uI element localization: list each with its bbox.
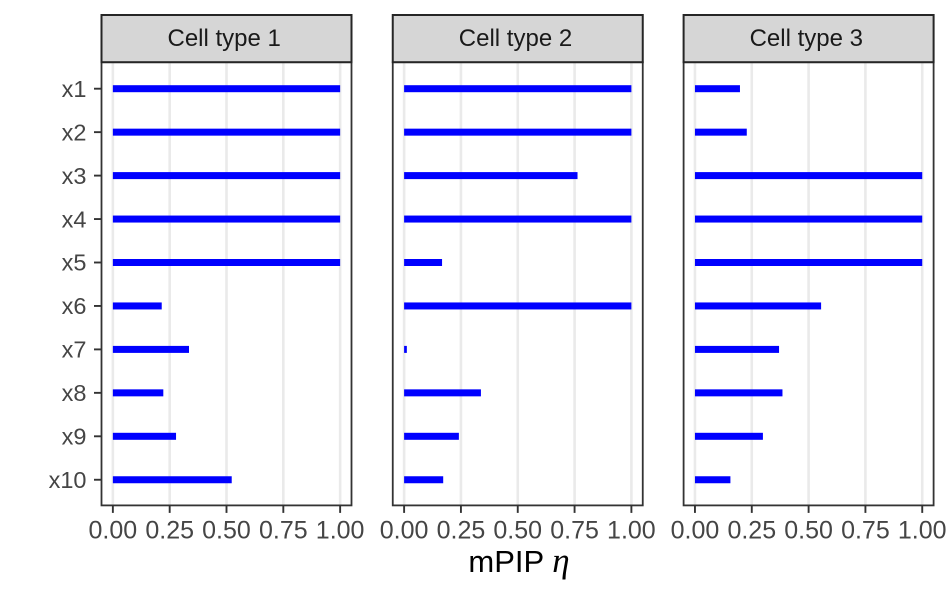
svg-text:x10: x10 bbox=[49, 467, 87, 493]
svg-text:mPIP η: mPIP η bbox=[468, 541, 569, 580]
svg-text:0.50: 0.50 bbox=[202, 517, 251, 545]
svg-text:x2: x2 bbox=[62, 119, 87, 145]
svg-text:0.50: 0.50 bbox=[493, 517, 542, 545]
svg-text:x6: x6 bbox=[62, 293, 87, 319]
svg-text:0.25: 0.25 bbox=[145, 517, 194, 545]
svg-text:0.00: 0.00 bbox=[380, 517, 429, 545]
svg-text:0.25: 0.25 bbox=[437, 517, 486, 545]
svg-text:1.00: 1.00 bbox=[316, 517, 365, 545]
svg-text:Cell type 2: Cell type 2 bbox=[459, 25, 572, 52]
svg-text:0.00: 0.00 bbox=[89, 517, 138, 545]
svg-text:x5: x5 bbox=[62, 250, 87, 276]
svg-text:0.25: 0.25 bbox=[727, 517, 776, 545]
svg-text:0.75: 0.75 bbox=[550, 517, 599, 545]
svg-text:Cell type 1: Cell type 1 bbox=[168, 25, 281, 52]
svg-text:x7: x7 bbox=[62, 337, 87, 363]
svg-text:x9: x9 bbox=[62, 424, 87, 450]
svg-text:Cell type 3: Cell type 3 bbox=[750, 25, 863, 52]
svg-text:x3: x3 bbox=[62, 163, 87, 189]
svg-text:x8: x8 bbox=[62, 380, 87, 406]
svg-text:0.00: 0.00 bbox=[671, 517, 720, 545]
svg-text:x4: x4 bbox=[62, 206, 87, 232]
svg-text:0.75: 0.75 bbox=[259, 517, 308, 545]
svg-text:1.00: 1.00 bbox=[607, 517, 656, 545]
svg-text:1.00: 1.00 bbox=[898, 517, 947, 545]
svg-text:0.50: 0.50 bbox=[784, 517, 833, 545]
svg-text:x1: x1 bbox=[62, 76, 87, 102]
svg-text:0.75: 0.75 bbox=[841, 517, 890, 545]
